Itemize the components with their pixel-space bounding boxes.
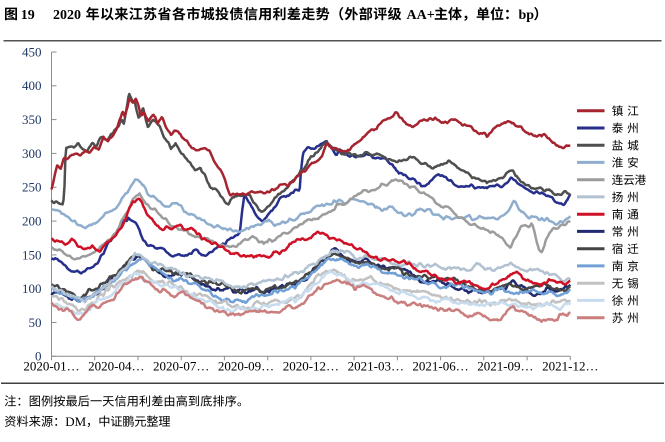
svg-text:2021-12…: 2021-12… (542, 358, 598, 373)
svg-text:0: 0 (35, 349, 42, 364)
svg-text:2020-09…: 2020-09… (218, 358, 274, 373)
svg-text:2021-03…: 2021-03… (348, 358, 404, 373)
svg-text:400: 400 (22, 78, 42, 93)
svg-text:350: 350 (22, 112, 42, 127)
svg-text:150: 150 (22, 247, 42, 262)
svg-text:250: 250 (22, 180, 42, 195)
svg-text:bp: bp (519, 8, 535, 23)
svg-text:2020-01…: 2020-01… (23, 358, 79, 373)
svg-text:19: 19 (21, 8, 35, 23)
svg-text:100: 100 (22, 281, 42, 296)
svg-text:AA+: AA+ (407, 8, 435, 23)
svg-text:2021-06…: 2021-06… (412, 358, 468, 373)
svg-text:450: 450 (22, 44, 42, 59)
svg-text:200: 200 (22, 214, 42, 229)
svg-text:2021-09…: 2021-09… (477, 358, 533, 373)
svg-text:2020: 2020 (53, 8, 81, 23)
svg-text:2020-04…: 2020-04… (88, 358, 144, 373)
svg-text:300: 300 (22, 146, 42, 161)
svg-text:2020-07…: 2020-07… (153, 358, 209, 373)
svg-text:50: 50 (29, 315, 42, 330)
svg-text:DM: DM (65, 414, 86, 429)
svg-text:2020-12…: 2020-12… (283, 358, 339, 373)
